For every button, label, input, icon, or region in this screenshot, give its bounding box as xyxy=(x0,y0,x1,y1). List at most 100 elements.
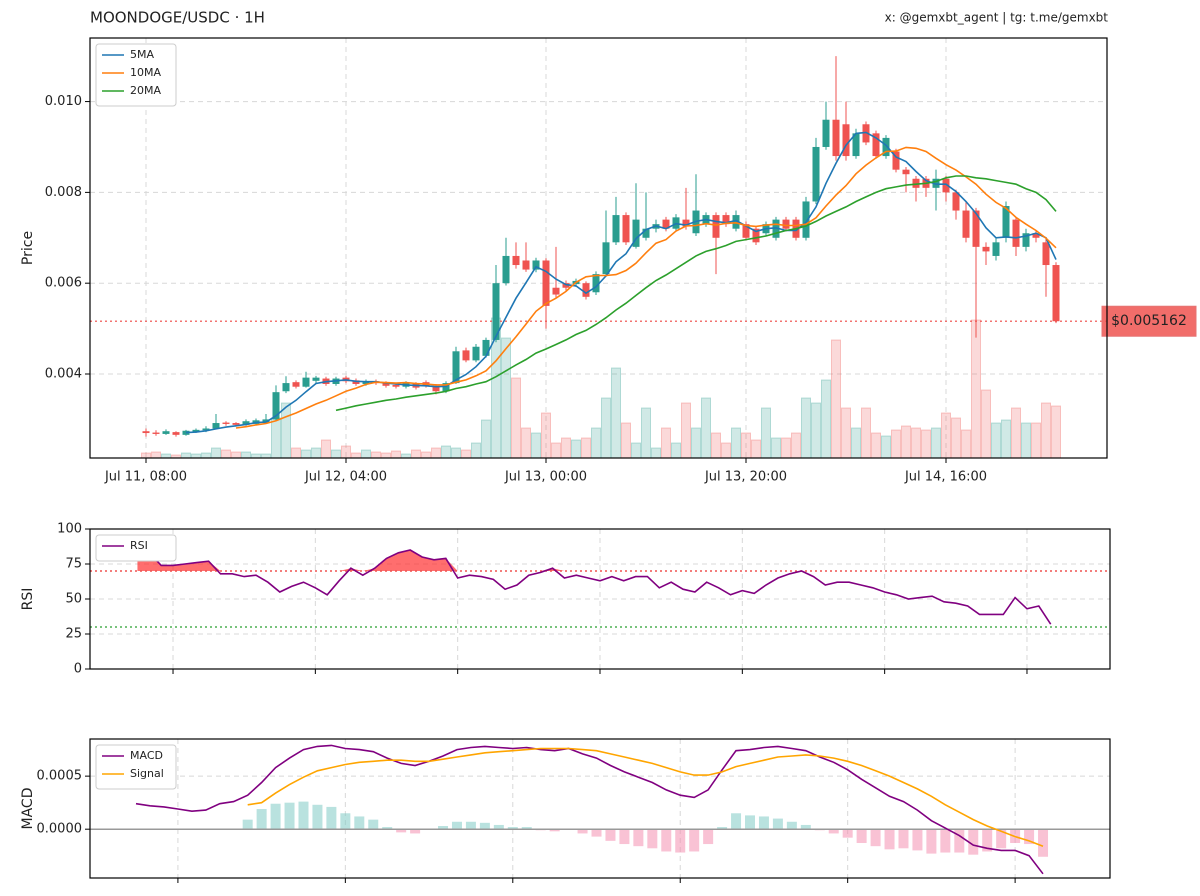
candle-body xyxy=(452,351,460,384)
ma-line xyxy=(185,131,1057,434)
candle-body xyxy=(162,431,170,434)
y-tick-label: 0.006 xyxy=(45,276,82,291)
histogram-bar xyxy=(438,826,449,830)
histogram-bar xyxy=(940,829,951,853)
volume-bar xyxy=(821,379,831,459)
x-tick-label: Jul 12, 04:00 xyxy=(304,470,387,485)
candle-body xyxy=(312,377,320,381)
y-tick-label: 50 xyxy=(65,592,82,607)
overbought-fill xyxy=(137,552,221,571)
plot-frame xyxy=(89,37,1108,459)
volume-bar xyxy=(591,427,601,459)
histogram-bar xyxy=(354,816,365,830)
histogram-bar xyxy=(521,827,532,830)
histogram-bar xyxy=(284,802,295,830)
candle-body xyxy=(282,383,290,392)
candle-body xyxy=(842,124,850,157)
candle-body xyxy=(872,133,880,157)
volume-bar xyxy=(961,429,971,459)
volume-bar xyxy=(461,449,471,459)
candle-body xyxy=(352,380,360,384)
panel: 0 25 50 75 100 RSI xyxy=(20,522,1110,677)
candle-body xyxy=(392,384,400,387)
candle-body xyxy=(552,287,560,295)
candle-body xyxy=(242,421,250,425)
histogram-bar xyxy=(368,819,379,830)
legend-label: MACD xyxy=(130,749,163,762)
volume-bar xyxy=(691,427,701,459)
volume-bar xyxy=(531,432,541,459)
candle-body xyxy=(182,430,190,435)
volume-bar xyxy=(811,402,821,459)
legend-label: 10MA xyxy=(130,66,161,79)
candle-body xyxy=(1022,233,1030,247)
candle-body xyxy=(212,423,220,429)
volume-bar xyxy=(201,452,211,459)
histogram-bar xyxy=(842,829,853,838)
candle-body xyxy=(622,215,630,243)
candle-body xyxy=(612,215,620,243)
volume-bar xyxy=(521,427,531,459)
candle-body xyxy=(862,124,870,143)
histogram-bar xyxy=(800,824,811,830)
candle-body xyxy=(1032,233,1040,238)
volume-bar xyxy=(471,442,481,459)
volume-bar xyxy=(761,407,771,459)
y-tick-label: 0.0000 xyxy=(37,822,83,837)
candle-body xyxy=(662,219,670,229)
volume-bar xyxy=(361,449,371,459)
volume-bar xyxy=(681,402,691,459)
candle-body xyxy=(142,431,150,434)
candle-body xyxy=(492,283,500,340)
histogram-bar xyxy=(689,829,700,852)
volume-bar xyxy=(751,439,761,459)
volume-bar xyxy=(881,435,891,459)
candle-body xyxy=(382,382,390,386)
volume-bar xyxy=(951,417,961,459)
volume-bar xyxy=(601,397,611,459)
volume-bar xyxy=(561,437,571,459)
volume-bar xyxy=(1051,405,1061,459)
candle-body xyxy=(292,382,300,387)
volume-bar xyxy=(701,397,711,459)
candle-body xyxy=(712,215,720,238)
candle-body xyxy=(472,346,480,361)
volume-bar xyxy=(731,427,741,459)
histogram-bar xyxy=(968,829,979,855)
histogram-bar xyxy=(870,829,881,847)
candle-body xyxy=(942,178,950,193)
volume-bar xyxy=(991,422,1001,459)
volume-bar xyxy=(651,447,661,459)
y-tick-label: 0.0005 xyxy=(37,769,83,784)
histogram-bar xyxy=(465,821,476,830)
histogram-bar xyxy=(926,829,937,854)
volume-bar xyxy=(301,449,311,459)
last-price-tag xyxy=(1101,305,1197,337)
volume-bar xyxy=(981,389,991,459)
y-tick-label: 0.010 xyxy=(45,94,82,109)
histogram-bar xyxy=(298,801,309,830)
volume-bar xyxy=(331,449,341,459)
candle-body xyxy=(542,260,550,306)
legend: MACD Signal xyxy=(95,744,177,790)
candle-body xyxy=(222,422,230,424)
y-tick-label: 100 xyxy=(57,522,82,537)
volume-bar xyxy=(571,439,581,459)
candle-body xyxy=(562,283,570,288)
candle-body xyxy=(202,428,210,431)
candle-body xyxy=(1012,219,1020,247)
candle-body xyxy=(1052,265,1060,322)
ma-line xyxy=(235,146,1057,429)
volume-bar xyxy=(431,447,441,459)
volume-bar xyxy=(241,451,251,459)
histogram-bar xyxy=(786,821,797,830)
histogram-bar xyxy=(605,829,616,841)
volume-bar xyxy=(1001,419,1011,459)
overbought-fill xyxy=(362,550,458,571)
candle-body xyxy=(172,432,180,435)
plot-frame xyxy=(89,738,1111,879)
volume-bar xyxy=(831,339,841,459)
volume-bar xyxy=(671,442,681,459)
histogram-bar xyxy=(242,819,253,830)
